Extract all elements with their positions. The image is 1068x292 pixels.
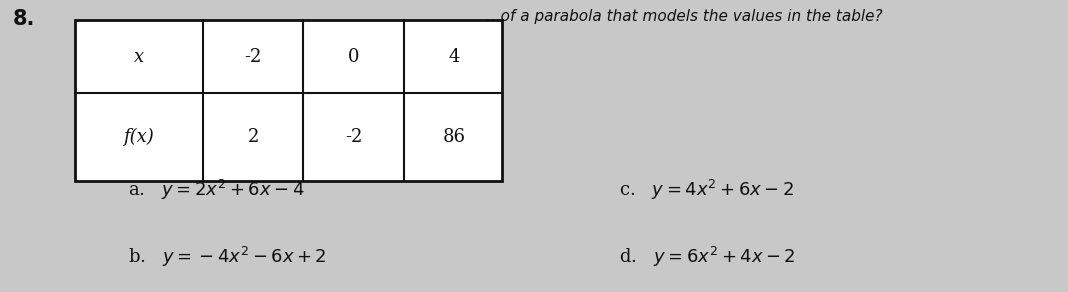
Text: d.   $y = 6x^2 + 4x - 2$: d. $y = 6x^2 + 4x - 2$ [619,245,796,269]
Text: 8.: 8. [13,9,35,29]
Bar [75,20,502,181]
Text: -2: -2 [345,128,362,146]
Text: x: x [134,48,144,66]
Text: a.   $y = 2x^2 + 6x - 4$: a. $y = 2x^2 + 6x - 4$ [128,178,304,202]
Text: f(x): f(x) [124,128,154,146]
Text: c.   $y = 4x^2 + 6x - 2$: c. $y = 4x^2 + 6x - 2$ [619,178,795,202]
Text: ...of a parabola that models the values in the table?: ...of a parabola that models the values … [486,9,882,24]
Text: 2: 2 [248,128,258,146]
Text: b.   $y = -4x^2 - 6x + 2$: b. $y = -4x^2 - 6x + 2$ [128,245,327,269]
Text: -2: -2 [245,48,262,66]
Text: 4: 4 [449,48,459,66]
Text: 86: 86 [442,128,466,146]
Text: 0: 0 [348,48,359,66]
